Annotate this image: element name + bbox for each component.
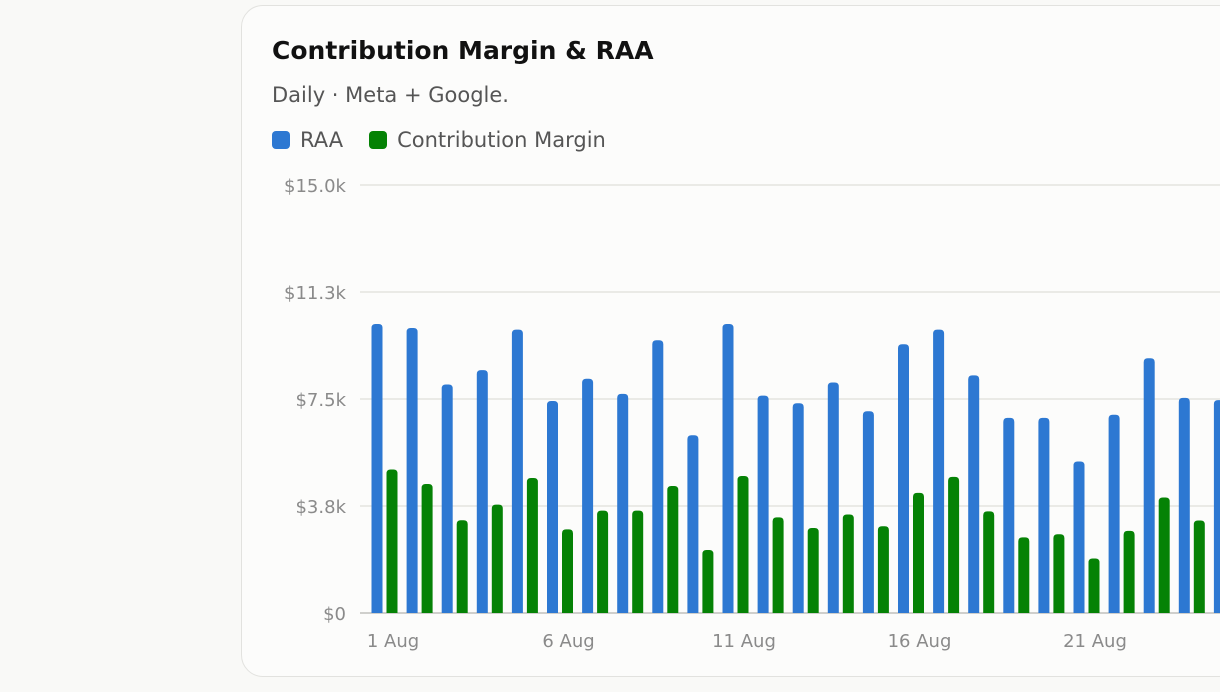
bar-raa <box>441 384 453 613</box>
bar-raa <box>1038 417 1050 613</box>
bar-raa <box>687 435 699 613</box>
bar-raa <box>371 323 383 613</box>
bar-contribution-margin <box>1193 520 1205 613</box>
y-tick-label: $15.0k <box>284 176 347 197</box>
bar-contribution-margin <box>1053 534 1065 613</box>
x-tick-label: 11 Aug <box>712 631 776 652</box>
bar-raa <box>968 375 980 613</box>
bar-raa <box>898 344 909 613</box>
bar-contribution-margin <box>983 511 995 613</box>
bar-contribution-margin <box>772 517 784 613</box>
bar-contribution-margin <box>737 476 749 613</box>
bar-raa <box>1003 417 1015 613</box>
legend-label-contribution-margin: Contribution Margin <box>397 128 606 152</box>
bar-contribution-margin <box>877 526 889 613</box>
bar-contribution-margin <box>491 504 503 613</box>
bar-raa <box>827 382 839 613</box>
bar-contribution-margin <box>597 510 609 613</box>
bar-contribution-margin <box>913 492 924 613</box>
y-tick-label: $0 <box>323 604 346 625</box>
y-tick-label: $3.8k <box>295 497 346 518</box>
bar-contribution-margin <box>1088 558 1100 613</box>
bar-contribution-margin <box>1158 497 1170 613</box>
bar-contribution-margin <box>702 549 714 613</box>
chart-title: Contribution Margin & RAA <box>272 36 654 65</box>
bar-contribution-margin <box>632 510 644 613</box>
bar-raa <box>1108 414 1120 613</box>
legend-item-raa[interactable]: RAA <box>272 128 343 152</box>
bar-raa <box>617 393 629 613</box>
legend-item-contribution-margin[interactable]: Contribution Margin <box>369 128 606 152</box>
bar-raa <box>652 340 664 613</box>
y-tick-label: $7.5k <box>295 390 346 411</box>
bar-raa <box>1178 397 1190 613</box>
bar-raa <box>582 378 594 613</box>
bar-contribution-margin <box>667 486 679 613</box>
bar-raa <box>1143 358 1155 613</box>
bar-contribution-margin <box>456 520 468 613</box>
x-tick-label: 21 Aug <box>1063 631 1127 652</box>
legend-swatch-raa <box>272 131 290 149</box>
chart-subtitle: Daily · Meta + Google. <box>272 83 509 107</box>
bar-raa <box>757 395 769 613</box>
bar-contribution-margin <box>421 484 433 613</box>
bar-contribution-margin <box>1123 530 1135 613</box>
legend-label-raa: RAA <box>300 128 344 152</box>
bar-raa <box>476 370 488 613</box>
x-tick-label: 6 Aug <box>542 631 594 652</box>
bar-contribution-margin <box>948 476 960 613</box>
bar-contribution-margin <box>1018 537 1030 613</box>
bar-raa <box>862 411 874 613</box>
chart-legend: RAA Contribution Margin <box>272 128 632 152</box>
bar-raa <box>722 323 734 613</box>
x-tick-label: 16 Aug <box>888 631 952 652</box>
bar-raa <box>511 329 523 613</box>
bar-raa <box>406 327 418 613</box>
bar-contribution-margin <box>807 527 819 613</box>
bar-raa <box>792 403 804 613</box>
bar-contribution-margin <box>526 478 538 613</box>
y-tick-label: $11.3k <box>284 283 347 304</box>
bar-contribution-margin <box>562 529 573 613</box>
x-tick-label: 1 Aug <box>367 631 419 652</box>
bar-raa <box>1073 461 1085 613</box>
bar-contribution-margin <box>842 514 854 613</box>
legend-swatch-contribution-margin <box>369 131 388 149</box>
bar-raa <box>1213 400 1220 613</box>
bar-raa <box>547 400 558 613</box>
bar-raa <box>933 329 945 613</box>
bar-contribution-margin <box>386 469 398 613</box>
